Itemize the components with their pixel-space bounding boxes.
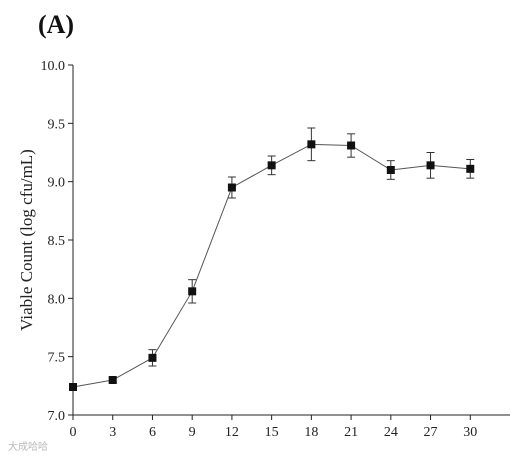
data-point — [148, 353, 157, 362]
watermark: 大成哈哈 — [8, 440, 48, 453]
x-tick-label: 9 — [189, 425, 196, 440]
y-tick-label: 9.5 — [48, 117, 66, 132]
data-point — [307, 140, 316, 149]
x-tick-label: 21 — [344, 425, 358, 440]
data-point — [227, 183, 236, 192]
data-point — [426, 161, 435, 170]
y-tick-label: 7.0 — [48, 409, 66, 424]
panel-label: (A) — [38, 10, 74, 39]
x-tick-label: 27 — [424, 425, 438, 440]
data-point — [267, 161, 276, 170]
x-tick-label: 0 — [70, 425, 77, 440]
y-tick-label: 9.0 — [48, 176, 66, 191]
y-axis-title: Viable Count (log cfu/mL) — [17, 149, 36, 331]
data-point — [347, 141, 356, 150]
x-tick-label: 12 — [225, 425, 239, 440]
x-tick-label: 18 — [304, 425, 318, 440]
y-tick-label: 8.5 — [48, 234, 66, 249]
x-tick-label: 3 — [109, 425, 116, 440]
data-point — [466, 164, 475, 173]
data-series — [69, 127, 475, 391]
y-tick-label: 8.0 — [48, 292, 66, 307]
x-tick-label: 24 — [384, 425, 398, 440]
y-tick-label: 10.0 — [41, 59, 66, 74]
x-tick-label: 6 — [149, 425, 156, 440]
y-tick-label: 7.5 — [48, 351, 66, 366]
data-point — [108, 376, 117, 384]
data-point — [386, 166, 395, 174]
data-point — [69, 383, 77, 391]
data-point — [188, 287, 197, 296]
x-tick-label: 15 — [265, 425, 279, 440]
x-tick-label: 30 — [463, 425, 477, 440]
axes: 7.0 7.5 8.0 8.5 9.0 9.5 10.0 0 3 6 9 12 15 18 21 24 27 30 — [41, 59, 510, 440]
series-line — [72, 143, 471, 388]
